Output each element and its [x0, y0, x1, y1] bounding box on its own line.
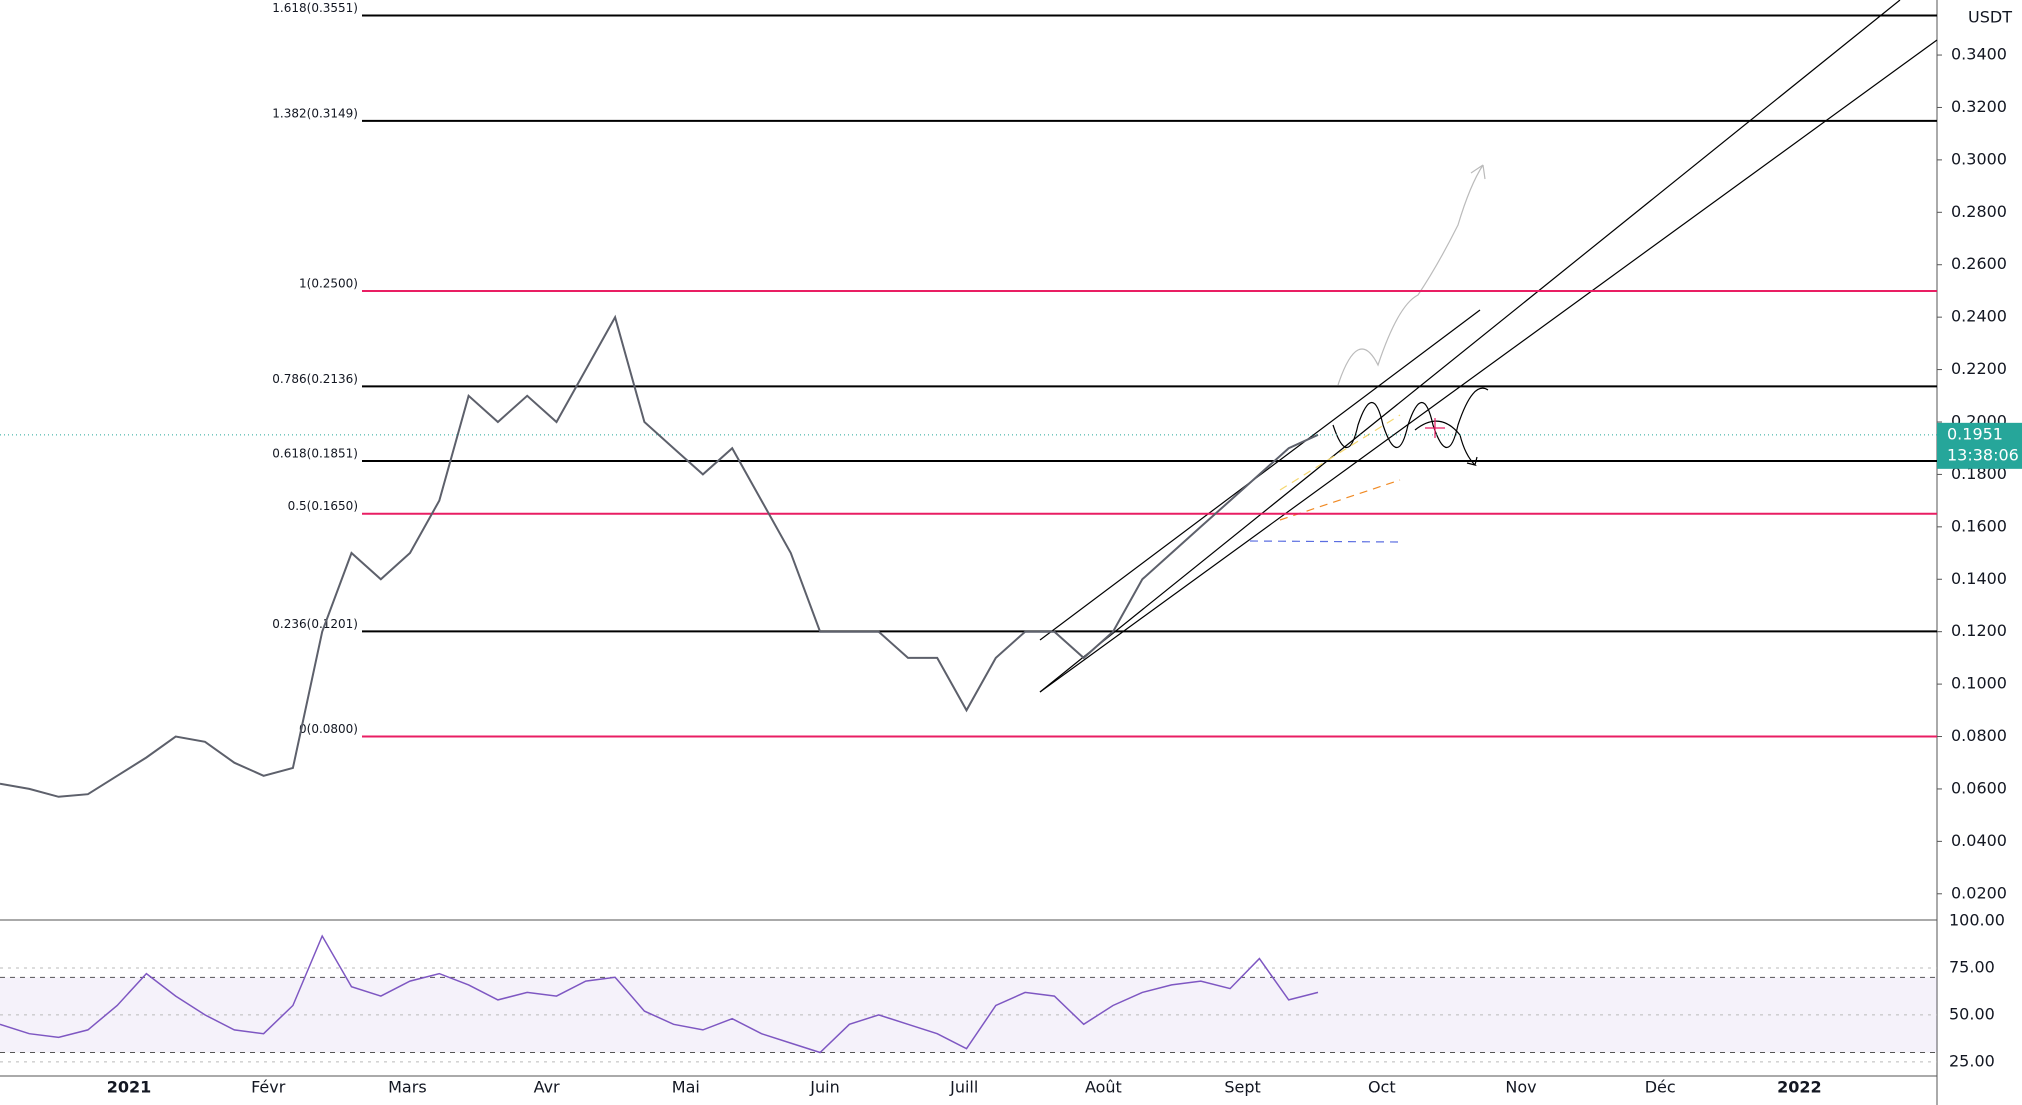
- y-tick-label: 0.2800: [1951, 202, 2007, 221]
- currency-label: USDT: [1968, 8, 2012, 27]
- x-tick-label: 2021: [107, 1078, 152, 1097]
- y-tick-label: 0.3400: [1951, 45, 2007, 64]
- last-price-label: 0.1951: [1947, 424, 2003, 443]
- x-tick-label: Juin: [809, 1078, 839, 1097]
- fib-label: 1.618(0.3551): [272, 1, 358, 15]
- rsi-tick-label: 75.00: [1949, 957, 1995, 976]
- x-tick-label: Déc: [1645, 1078, 1676, 1097]
- fib-label: 0.786(0.2136): [272, 372, 358, 386]
- y-tick-label: 0.2600: [1951, 254, 2007, 273]
- fib-label: 0.5(0.1650): [288, 499, 358, 513]
- x-tick-label: 2022: [1777, 1078, 1822, 1097]
- y-tick-label: 0.3000: [1951, 149, 2007, 168]
- rsi-tick-label: 100.00: [1949, 911, 2005, 930]
- y-tick-label: 0.3200: [1951, 97, 2007, 116]
- y-tick-label: 0.0800: [1951, 726, 2007, 745]
- y-tick-label: 0.2200: [1951, 359, 2007, 378]
- y-tick-label: 0.2400: [1951, 307, 2007, 326]
- x-tick-label: Juill: [949, 1078, 978, 1097]
- fib-label: 1.382(0.3149): [272, 106, 358, 120]
- y-tick-label: 0.0600: [1951, 778, 2007, 797]
- y-tick-label: 0.0400: [1951, 831, 2007, 850]
- y-tick-label: 0.1000: [1951, 674, 2007, 693]
- price-line: [0, 314, 1319, 798]
- countdown-label: 13:38:06: [1947, 445, 2019, 464]
- rsi-tick-label: 50.00: [1949, 1004, 1995, 1023]
- x-tick-label: Août: [1085, 1078, 1122, 1097]
- x-tick-label: Mai: [672, 1078, 700, 1097]
- x-tick-label: Avr: [534, 1078, 560, 1097]
- x-tick-label: Mars: [388, 1078, 427, 1097]
- fib-label: 1(0.2500): [299, 276, 358, 290]
- fib-label: 0.236(0.1201): [272, 617, 358, 631]
- x-tick-label: Févr: [251, 1078, 286, 1097]
- y-tick-label: 0.1200: [1951, 621, 2007, 640]
- x-tick-label: Sept: [1224, 1078, 1260, 1097]
- rsi-line: [0, 934, 1319, 1054]
- x-tick-label: Oct: [1368, 1078, 1396, 1097]
- y-tick-label: 0.1600: [1951, 516, 2007, 535]
- x-tick-label: Nov: [1505, 1078, 1536, 1097]
- fib-label: 0.618(0.1851): [272, 447, 358, 461]
- y-tick-label: 0.1400: [1951, 569, 2007, 588]
- last-price-box: [1937, 422, 2022, 469]
- y-tick-label: 0.0200: [1951, 883, 2007, 902]
- rsi-tick-label: 25.00: [1949, 1051, 1995, 1070]
- fib-label: 0(0.0800): [299, 722, 358, 736]
